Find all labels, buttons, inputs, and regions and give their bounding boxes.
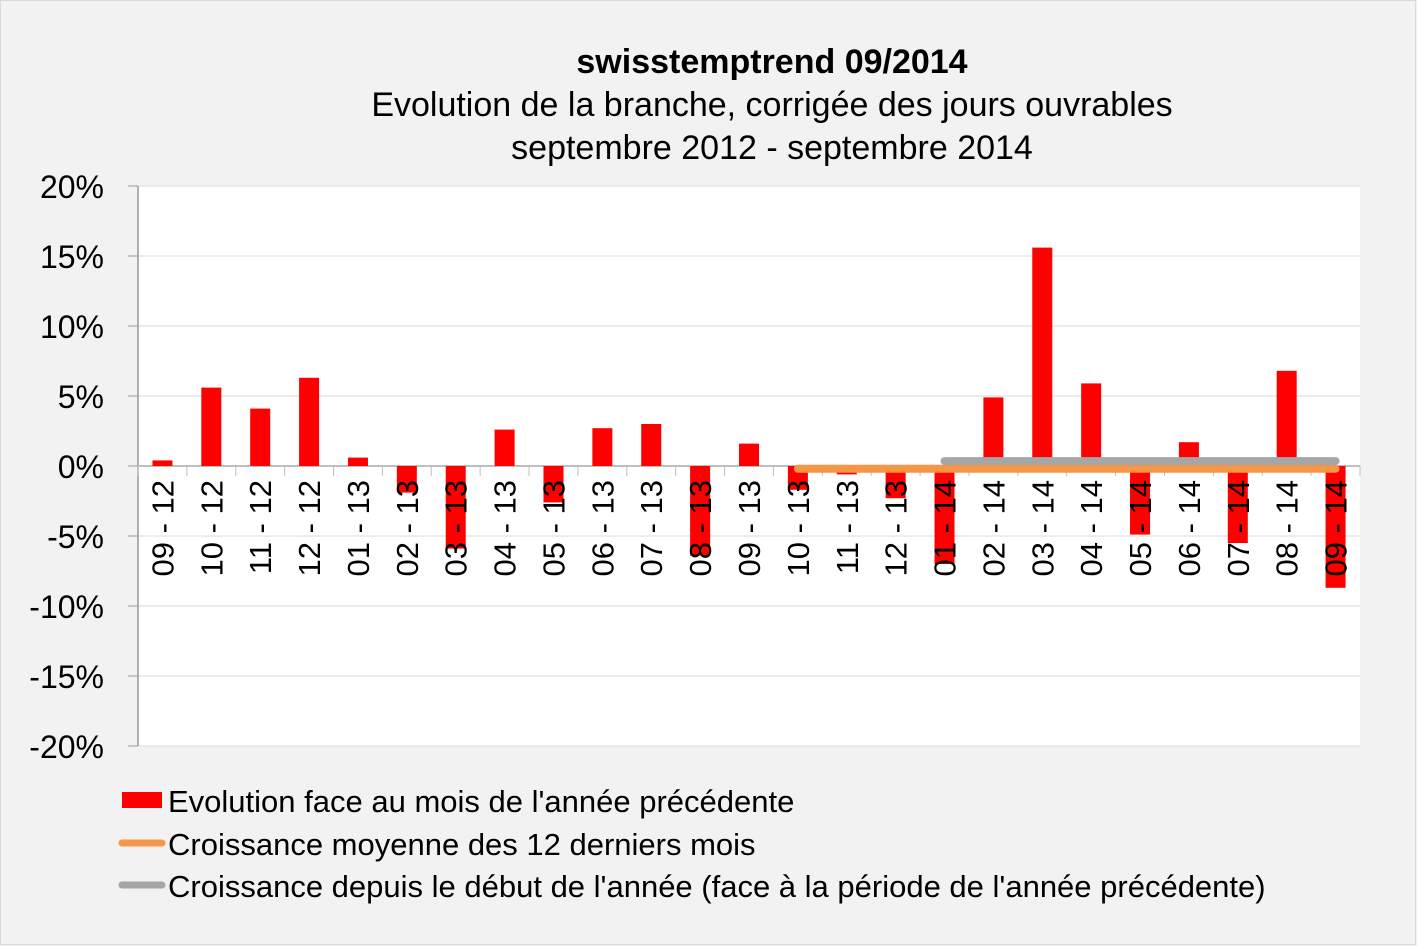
x-tick-label: 01 - 13	[341, 480, 376, 577]
x-tick-label: 06 - 13	[585, 480, 620, 577]
x-tick-label: 12 - 13	[879, 480, 914, 577]
x-tick-label: 09 - 14	[1319, 480, 1354, 577]
x-tick-label: 06 - 14	[1172, 480, 1207, 577]
y-tick-label: -10%	[29, 589, 104, 625]
bar	[250, 408, 271, 466]
chart-subtitle-2: septembre 2012 - septembre 2014	[511, 129, 1033, 167]
bar	[445, 466, 466, 549]
y-tick-label: -20%	[29, 729, 104, 765]
legend-label: Croissance depuis le début de l'année (f…	[168, 869, 1266, 904]
y-tick-label: 5%	[58, 379, 104, 415]
x-tick-label: 08 - 14	[1270, 480, 1305, 577]
bar	[983, 397, 1004, 466]
bar	[934, 466, 955, 564]
x-tick-label: 10 - 13	[781, 480, 816, 577]
y-tick-label: 15%	[40, 239, 104, 275]
x-tick-label: 04 - 13	[488, 480, 523, 577]
bar	[299, 377, 320, 466]
bar	[592, 428, 613, 466]
bar	[1081, 383, 1102, 466]
x-tick-label: 09 - 12	[145, 480, 180, 577]
x-tick-label: 02 - 13	[390, 480, 425, 577]
x-tick-label: 11 - 12	[243, 480, 278, 574]
legend-swatch-bar	[122, 792, 162, 808]
chart-title: swisstemptrend 09/2014	[576, 43, 967, 81]
bar	[1276, 370, 1297, 466]
x-tick-label: 03 - 14	[1025, 480, 1060, 577]
bar	[396, 466, 417, 493]
bar	[347, 457, 368, 466]
x-tick-label: 07 - 14	[1221, 480, 1256, 577]
legend-label: Evolution face au mois de l'année précéd…	[168, 784, 794, 819]
y-tick-label: 10%	[40, 309, 104, 345]
chart-subtitle-1: Evolution de la branche, corrigée des jo…	[371, 86, 1172, 124]
bar	[885, 466, 906, 499]
x-tick-label: 03 - 13	[439, 480, 474, 577]
bar	[1130, 466, 1151, 535]
x-tick-label: 02 - 14	[976, 480, 1011, 577]
bar	[641, 424, 662, 466]
bar	[543, 466, 564, 503]
x-tick-label: 05 - 13	[536, 480, 571, 577]
x-tick-label: 08 - 13	[683, 480, 718, 577]
x-tick-label: 07 - 13	[634, 480, 669, 577]
bar	[494, 429, 515, 466]
bar	[739, 443, 759, 466]
bar	[152, 460, 173, 466]
x-tick-label: 10 - 12	[194, 480, 229, 577]
legend-label: Croissance moyenne des 12 derniers mois	[168, 827, 756, 862]
x-tick-label: 04 - 14	[1074, 480, 1109, 577]
x-tick-label: 12 - 12	[292, 480, 327, 577]
y-tick-label: 0%	[58, 449, 104, 485]
bar	[690, 466, 711, 556]
y-tick-label: -15%	[29, 659, 104, 695]
x-tick-label: 01 - 14	[928, 480, 963, 577]
x-tick-label: 11 - 13	[830, 480, 865, 574]
bar	[1325, 466, 1346, 588]
x-tick-label: 09 - 13	[732, 480, 767, 577]
bar	[1227, 466, 1248, 543]
y-tick-label: -5%	[47, 519, 104, 555]
x-tick-label: 05 - 14	[1123, 480, 1158, 577]
y-tick-label: 20%	[40, 169, 104, 205]
bar	[201, 387, 222, 466]
bar	[1032, 247, 1053, 466]
